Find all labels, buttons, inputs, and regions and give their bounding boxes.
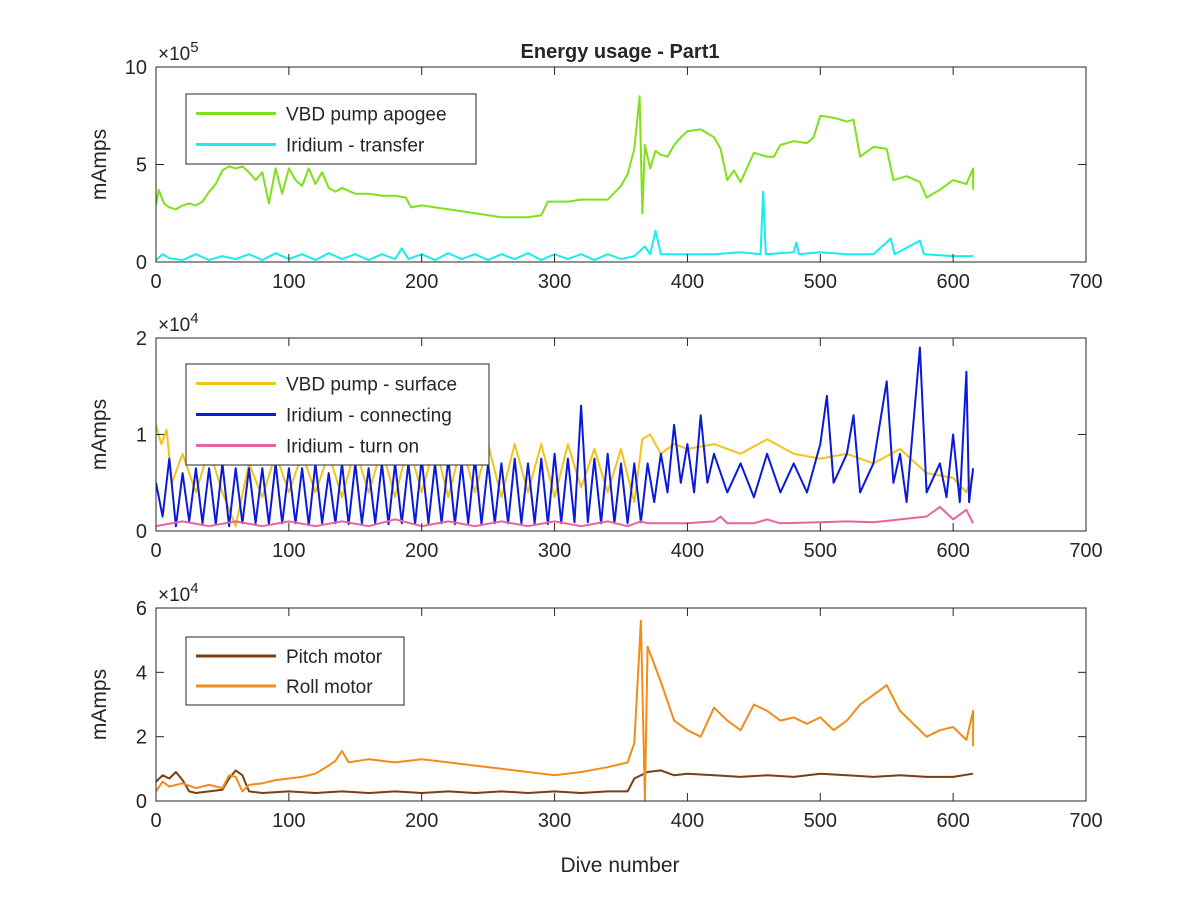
series-line-1: [156, 769, 974, 794]
y-exponent-label: ×104: [158, 310, 199, 336]
y-exponent-label: ×104: [158, 580, 199, 606]
x-tick-label: 200: [405, 810, 438, 832]
series-line-2: [156, 346, 975, 528]
y-tick-label: 5: [136, 155, 147, 177]
x-tick-label: 0: [150, 271, 161, 293]
legend-entry: Iridium - transfer: [286, 136, 425, 157]
x-tick-label: 100: [272, 540, 305, 562]
legend-entry: Pitch motor: [286, 647, 383, 668]
x-tick-label: 0: [150, 540, 161, 562]
subplot-3: 0 100 200 300 400 500 600 700 0 2 4 6 ×104 mAmps Pitch…: [88, 580, 1103, 832]
series-line-3: [156, 505, 974, 528]
y-axis-label: mAmps: [88, 669, 111, 740]
subplot-1: 0 100 200 300 400 500 600 700 0 5 10 ×105 mAmps VBD p…: [88, 39, 1103, 293]
y-tick-label: 1: [136, 425, 147, 447]
x-tick-label: 700: [1069, 271, 1102, 293]
x-tick-label: 100: [272, 810, 305, 832]
x-tick-label: 600: [936, 271, 969, 293]
x-tick-label: 500: [804, 271, 837, 293]
series-lines: [156, 346, 975, 528]
x-tick-label: 300: [538, 271, 571, 293]
y-tick-label: 2: [136, 727, 147, 749]
x-tick-label: 400: [671, 271, 704, 293]
y-tick-label: 0: [136, 252, 147, 274]
x-tick-label: 200: [405, 271, 438, 293]
series-line-2: [156, 619, 975, 801]
x-tick-label: 700: [1069, 810, 1102, 832]
y-tick-label: 4: [136, 662, 147, 684]
axes-box: [155, 607, 1087, 802]
series-line-1: [156, 424, 975, 528]
series-lines: [156, 619, 975, 801]
y-tick-label: 10: [125, 57, 147, 79]
series-line-1: [156, 95, 975, 219]
x-tick-label: 500: [804, 810, 837, 832]
legend-entry: Iridium - turn on: [286, 437, 419, 458]
legend-entry: VBD pump - surface: [286, 375, 457, 396]
y-tick-label: 6: [136, 598, 147, 620]
series-lines: [156, 95, 975, 262]
legend-entry: Iridium - connecting: [286, 406, 452, 427]
legend: Pitch motor Roll motor: [185, 636, 405, 706]
y-exponent-label: ×105: [158, 39, 199, 65]
legend-entry: Roll motor: [286, 677, 373, 698]
x-tick-label: 500: [804, 540, 837, 562]
x-tick-label: 200: [405, 540, 438, 562]
legend-box: [185, 636, 405, 706]
x-tick-label: 700: [1069, 540, 1102, 562]
x-tick-label: 300: [538, 810, 571, 832]
legend: VBD pump - surface Iridium - connecting Ir…: [185, 363, 490, 466]
x-tick-label: 600: [936, 540, 969, 562]
x-tick-label: 400: [671, 810, 704, 832]
x-tick-label: 100: [272, 271, 305, 293]
y-axis-label: mAmps: [88, 399, 111, 470]
x-axis-label: Dive number: [560, 854, 679, 877]
legend-entry: VBD pump apogee: [286, 105, 447, 126]
y-axis-label: mAmps: [88, 129, 111, 200]
series-line-2: [156, 190, 974, 262]
x-tick-label: 400: [671, 540, 704, 562]
legend: VBD pump apogee Iridium - transfer: [185, 93, 477, 165]
subplot-2: 0 100 200 300 400 500 600 700 0 1 2 ×104 mAmps VBD pu…: [88, 310, 1103, 562]
figure-title: Energy usage - Part1: [521, 41, 720, 63]
x-tick-label: 0: [150, 810, 161, 832]
y-tick-label: 0: [136, 791, 147, 813]
y-tick-label: 2: [136, 328, 147, 350]
x-tick-label: 300: [538, 540, 571, 562]
legend-box: [185, 93, 477, 165]
y-tick-label: 0: [136, 521, 147, 543]
x-tick-label: 600: [936, 810, 969, 832]
